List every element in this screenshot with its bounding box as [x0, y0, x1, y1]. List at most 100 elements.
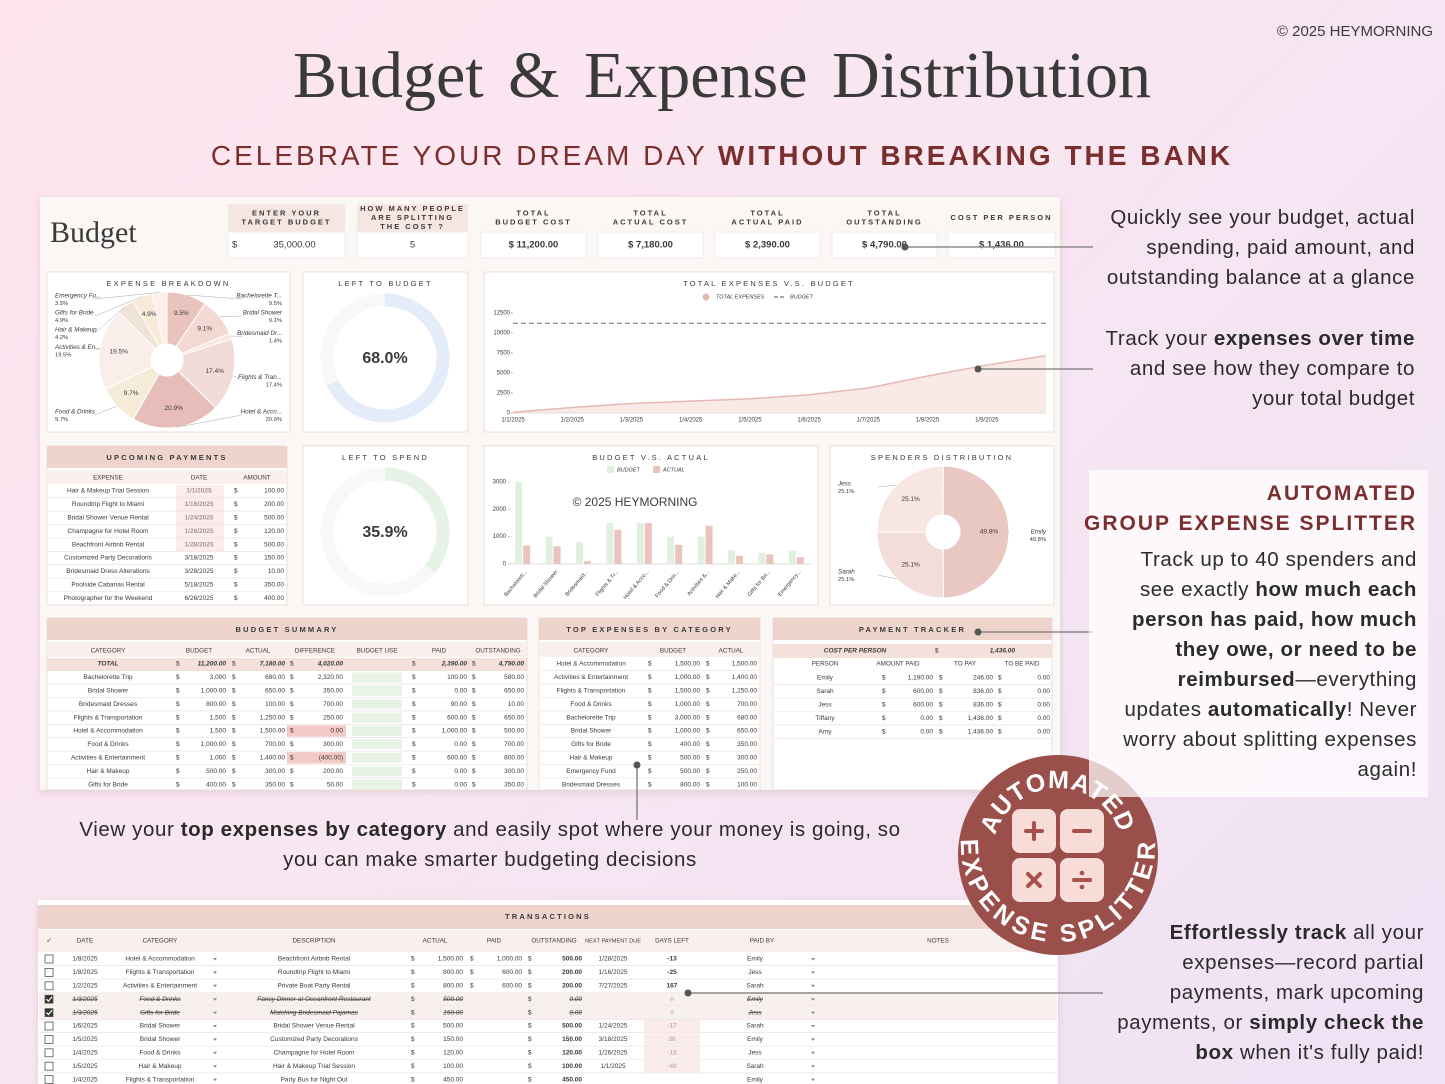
- column-header: ✓: [46, 938, 51, 945]
- currency: $: [528, 969, 532, 976]
- currency: $: [232, 674, 236, 681]
- cell: Sarah: [746, 1023, 764, 1030]
- callout-line: Track up to 40 spenders and: [1141, 545, 1417, 575]
- panel-band: [47, 618, 527, 640]
- currency: $: [411, 1076, 415, 1083]
- callout-text: automatically: [1207, 698, 1347, 721]
- bar: [736, 555, 743, 564]
- currency: $: [411, 956, 415, 963]
- callout-line: View your top expenses by category and e…: [0, 815, 1090, 845]
- cell: Hotel & Accommodation: [73, 728, 143, 735]
- cell: 0.00: [1037, 715, 1050, 722]
- cell: 250.00: [737, 768, 757, 775]
- callout-text: see exactly: [1139, 578, 1256, 601]
- cell: Activities & Entertainment: [123, 983, 197, 990]
- currency: $: [472, 701, 476, 708]
- y-tick-label: 10000: [493, 331, 510, 337]
- currency: $: [176, 688, 180, 695]
- cell: Bridesmaid Dress Alterations: [66, 568, 150, 575]
- cell: Flights & Transportation: [126, 1076, 195, 1083]
- currency: $: [412, 701, 416, 708]
- currency: $: [232, 781, 236, 788]
- cell: 650.00: [265, 688, 285, 695]
- cell: 1/6/2025: [72, 1023, 98, 1030]
- cell: 600.00: [913, 702, 933, 709]
- column-header: CATEGORY: [574, 648, 610, 655]
- panel-title: TOP EXPENSES BY CATEGORY: [566, 625, 733, 634]
- cost-value: 1,436.00: [990, 648, 1016, 655]
- currency: $: [232, 768, 236, 775]
- card-head: [228, 204, 345, 232]
- currency: $: [176, 701, 180, 708]
- cell: 200.00: [562, 969, 582, 976]
- x-tick-label: 1/3/2025: [620, 418, 644, 424]
- currency: $: [935, 648, 939, 655]
- currency: $: [528, 1076, 532, 1083]
- currency: $: [648, 755, 652, 762]
- slice-name: Emily: [1031, 529, 1047, 536]
- bar: [796, 557, 804, 564]
- cell: Bachelorette Trip: [566, 714, 616, 721]
- cell: 1/26/2025: [599, 1050, 628, 1057]
- bar: [584, 561, 591, 564]
- column-header: ACTUAL: [246, 648, 271, 655]
- currency: $: [412, 728, 416, 735]
- bar: [758, 553, 766, 564]
- cell: 10.00: [268, 568, 285, 575]
- callout-line: GROUP EXPENSE SPLITTER: [1084, 509, 1417, 539]
- bar: [606, 523, 614, 564]
- cost-row: [773, 644, 1052, 658]
- cell: Champagne for Hotel Room: [274, 1050, 355, 1057]
- slice-name: Gifts for Bride: [55, 310, 94, 317]
- callout-line: and see how they compare to: [1130, 354, 1415, 384]
- dropdown-arrow: [811, 1078, 815, 1082]
- currency: $: [998, 702, 1002, 709]
- check-mark: [46, 996, 53, 1003]
- column-header: ACTUAL: [719, 648, 744, 655]
- checkbox: [44, 1008, 54, 1017]
- slice-value: 49.8%: [1030, 537, 1046, 543]
- currency: $: [290, 755, 294, 762]
- callout-text: top expenses by category: [180, 818, 447, 841]
- bar: [636, 523, 644, 564]
- cell: 200.00: [264, 501, 284, 508]
- bar: [515, 482, 523, 564]
- slice-name: Activities & En...: [54, 344, 101, 351]
- cell: 500.00: [264, 541, 284, 548]
- cell: Activities & Entertainment: [554, 674, 628, 681]
- bar: [667, 536, 675, 564]
- cell: 500.00: [206, 768, 226, 775]
- cell: Bridesmaid Dresses: [79, 701, 138, 708]
- cell: Tiffany: [815, 715, 835, 722]
- cell: 650.00: [504, 688, 524, 695]
- cell: 0.00: [920, 715, 933, 722]
- cell: Emily: [817, 675, 834, 682]
- bar: [728, 550, 735, 564]
- subtitle: CELEBRATE YOUR DREAM DAY WITHOUT BREAKIN…: [211, 140, 1233, 171]
- cell: Emily: [747, 956, 764, 963]
- callout-text: person has paid, how much: [1132, 608, 1417, 631]
- currency: $: [882, 702, 886, 709]
- header-row: [539, 642, 760, 657]
- currency: $: [882, 675, 886, 682]
- currency: $: [882, 715, 886, 722]
- column-header: OUTSTANDING: [475, 648, 520, 655]
- slice-name: Hair & Makeup: [55, 327, 97, 334]
- cell: Amy: [819, 728, 833, 735]
- currency: $: [998, 715, 1002, 722]
- cell: 1,250.00: [732, 688, 758, 695]
- callout-text: AUTOMATED: [1266, 482, 1417, 505]
- currency: $: [882, 688, 886, 695]
- cell: (400.00): [319, 755, 343, 762]
- currency: $: [998, 728, 1002, 735]
- cell: 500.00: [562, 956, 582, 963]
- callout-text: payments, or: [1117, 1011, 1250, 1034]
- currency: $: [706, 674, 710, 681]
- column-header: AMOUNT: [243, 475, 270, 482]
- currency: $: [706, 688, 710, 695]
- slice-name: Bridesmaid Dr...: [237, 330, 282, 337]
- currency: $: [411, 969, 415, 976]
- currency: $: [939, 688, 943, 695]
- callout-line: payments, or simply check the: [1117, 1008, 1424, 1038]
- currency: $: [528, 1023, 532, 1030]
